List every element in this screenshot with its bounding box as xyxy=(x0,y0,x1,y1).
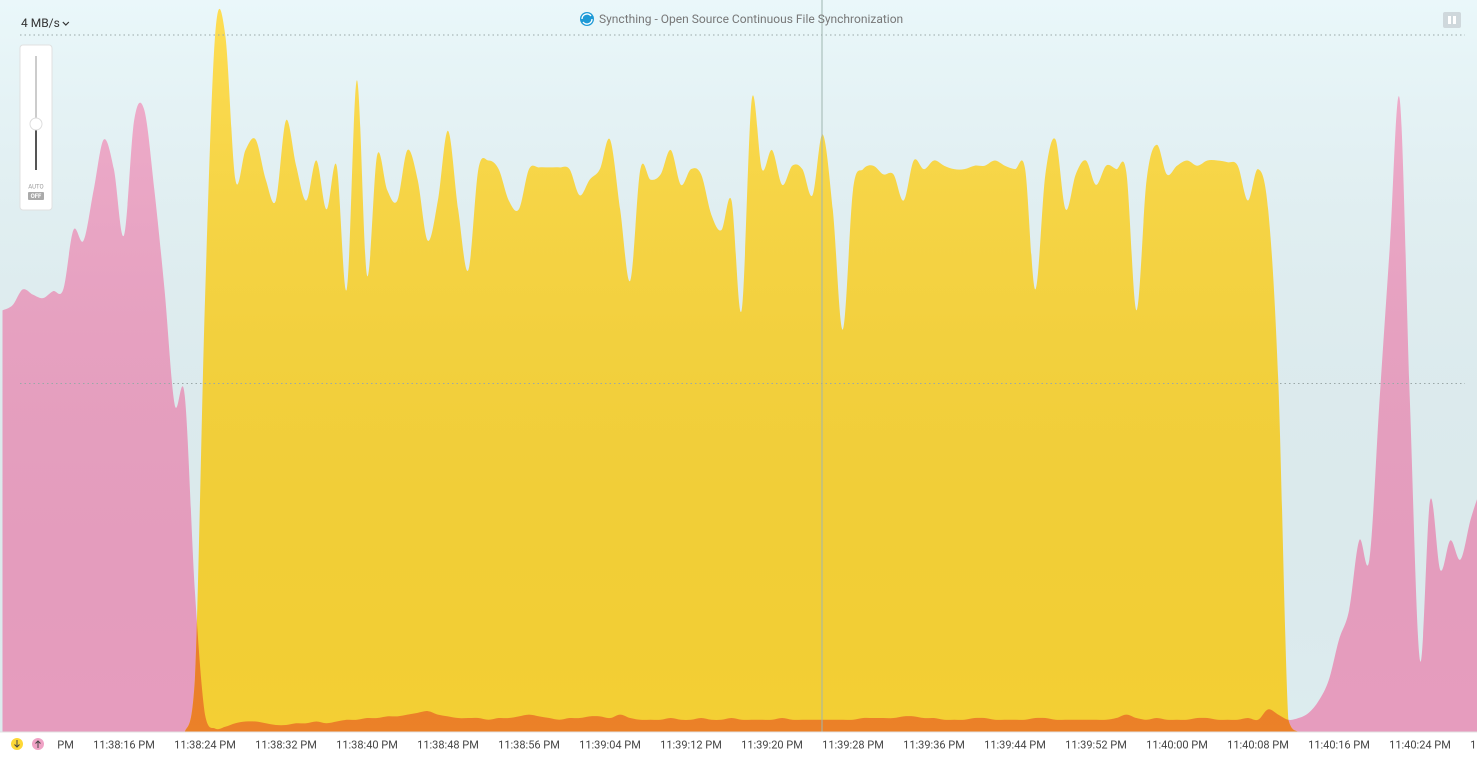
x-tick-label: 11:39:52 PM xyxy=(1065,738,1127,751)
x-tick-label: 11:39:28 PM xyxy=(822,738,884,751)
legend-item[interactable]: Download xyxy=(11,738,23,750)
slider-thumb[interactable] xyxy=(29,117,43,131)
time-axis-bar xyxy=(0,732,1477,759)
pause-button[interactable] xyxy=(1443,12,1461,28)
auto-state: OFF xyxy=(31,193,42,200)
x-tick-label: 11:38:16 PM xyxy=(93,738,155,751)
x-tick-label: 11:39:36 PM xyxy=(903,738,965,751)
x-tick-label: 11:40:32 PM xyxy=(1470,738,1477,751)
legend: Download Upload xyxy=(11,738,44,750)
legend-arrow xyxy=(35,740,41,748)
x-tick-label: 11:40:00 PM xyxy=(1146,738,1208,751)
pause-bar xyxy=(1453,16,1456,24)
x-tick-label: 11:40:24 PM xyxy=(1389,738,1451,751)
x-tick-label: 11:38:48 PM xyxy=(417,738,479,751)
x-tick-label: 11:38:56 PM xyxy=(498,738,560,751)
grid: 4 MB/s xyxy=(20,16,1465,384)
scale-label: 4 MB/s xyxy=(21,16,60,30)
legend-background xyxy=(0,733,54,758)
x-tick-label: 11:39:12 PM xyxy=(660,738,722,751)
plot-area xyxy=(0,0,1477,732)
scale-dropdown-caret[interactable] xyxy=(62,21,70,26)
scale-slider[interactable]: AUTO OFF xyxy=(19,44,53,211)
x-tick-label: 11:40:16 PM xyxy=(1308,738,1370,751)
pause-button-bg[interactable] xyxy=(1443,12,1461,28)
x-tick-label: 11:39:04 PM xyxy=(579,738,641,751)
x-tick-label: 11:39:44 PM xyxy=(984,738,1046,751)
legend-arrow xyxy=(14,740,20,748)
auto-toggle[interactable] xyxy=(28,192,44,200)
page-title: Syncthing - Open Source Continuous File … xyxy=(599,12,903,26)
pause-bar xyxy=(1448,16,1451,24)
x-tick-label: 11:38:40 PM xyxy=(336,738,398,751)
auto-label: AUTO xyxy=(28,184,43,191)
legend-item[interactable]: Upload xyxy=(32,738,44,750)
x-tick-label: 11:39:20 PM xyxy=(741,738,803,751)
x-tick-label: 11:38:32 PM xyxy=(255,738,317,751)
area-sheen xyxy=(0,0,1477,732)
app-logo-mark xyxy=(581,13,593,25)
header: Syncthing - Open Source Continuous File … xyxy=(580,12,903,26)
x-tick-label: 11:38:24 PM xyxy=(174,738,236,751)
x-tick-label: 11:40:08 PM xyxy=(1227,738,1289,751)
